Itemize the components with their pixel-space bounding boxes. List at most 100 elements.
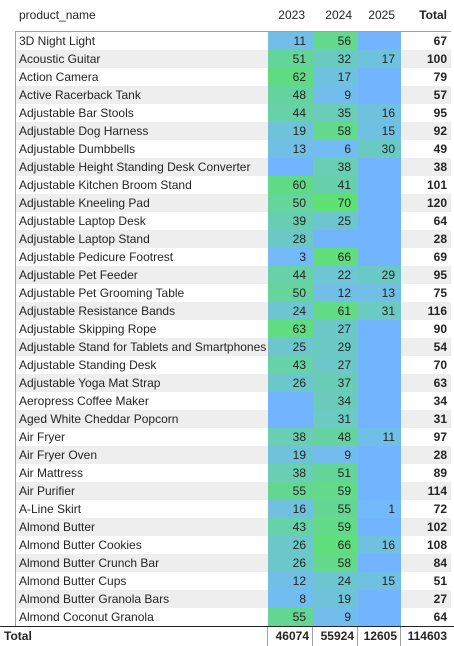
table-row[interactable]: Almond Butter Cookies 26 66 16 108 — [15, 536, 451, 554]
value-2024-cell: 35 — [313, 104, 358, 122]
table-row[interactable]: Almond Butter Crunch Bar 26 58 84 — [15, 554, 451, 572]
table-row[interactable]: Air Fryer Oven 19 9 28 — [15, 446, 451, 464]
value-2025-cell — [358, 194, 401, 212]
table-row[interactable]: Adjustable Pet Grooming Table 50 12 13 75 — [15, 284, 451, 302]
product-name-cell: A-Line Skirt — [19, 502, 82, 516]
table-row[interactable]: Adjustable Kneeling Pad 50 70 120 — [15, 194, 451, 212]
value-2023-cell — [268, 158, 313, 176]
table-row[interactable]: Adjustable Dumbbells 13 6 30 49 — [15, 140, 451, 158]
row-total-cell: 67 — [401, 32, 451, 50]
value-2023-cell: 55 — [268, 482, 313, 500]
table-row[interactable]: Adjustable Laptop Stand 28 28 — [15, 230, 451, 248]
table-row[interactable]: Almond Butter 43 59 102 — [15, 518, 451, 536]
table-row[interactable]: Adjustable Skipping Rope 63 27 90 — [15, 320, 451, 338]
row-total-cell: 84 — [401, 554, 451, 572]
value-2023-cell: 26 — [268, 536, 313, 554]
table-row[interactable]: Active Racerback Tank 48 9 57 — [15, 86, 451, 104]
table-row[interactable]: Air Purifier 55 59 114 — [15, 482, 451, 500]
table-row[interactable]: Almond Butter Granola Bars 8 19 27 — [15, 590, 451, 608]
product-name-cell: Air Purifier — [19, 484, 76, 498]
table-row[interactable]: Aeropress Coffee Maker 34 34 — [15, 392, 451, 410]
column-header-total[interactable]: Total — [419, 8, 447, 22]
value-2025-cell — [358, 32, 401, 50]
row-total-cell: 120 — [401, 194, 451, 212]
product-name-cell: Almond Butter Cups — [19, 574, 127, 588]
value-2023-cell: 12 — [268, 572, 313, 590]
table-row[interactable]: Almond Coconut Granola 55 9 64 — [15, 608, 451, 626]
row-total-cell: 75 — [401, 284, 451, 302]
row-total-cell: 54 — [401, 338, 451, 356]
column-header-2025[interactable]: 2025 — [368, 8, 395, 22]
value-2023-cell: 50 — [268, 194, 313, 212]
value-2025-cell — [358, 554, 401, 572]
table-row[interactable]: Air Fryer 38 48 11 97 — [15, 428, 451, 446]
product-name-cell: Aeropress Coffee Maker — [19, 394, 149, 408]
value-2024-cell: 9 — [313, 446, 358, 464]
column-header-product-name[interactable]: product_name — [19, 8, 96, 22]
table-row[interactable]: Action Camera 62 17 79 — [15, 68, 451, 86]
row-total-cell: 38 — [401, 158, 451, 176]
product-name-cell: Air Fryer Oven — [19, 448, 98, 462]
row-total-cell: 72 — [401, 500, 451, 518]
row-total-cell: 64 — [401, 212, 451, 230]
table-row[interactable]: Aged White Cheddar Popcorn 31 31 — [15, 410, 451, 428]
row-total-cell: 95 — [401, 266, 451, 284]
table-row[interactable]: Adjustable Pedicure Footrest 3 66 69 — [15, 248, 451, 266]
value-2024-cell: 66 — [313, 536, 358, 554]
value-2023-cell: 44 — [268, 266, 313, 284]
table-row[interactable]: Adjustable Standing Desk 43 27 70 — [15, 356, 451, 374]
value-2024-cell: 70 — [313, 194, 358, 212]
column-header-2023[interactable]: 2023 — [278, 8, 305, 22]
table-row[interactable]: Adjustable Stand for Tablets and Smartph… — [15, 338, 451, 356]
product-name-cell: Adjustable Standing Desk — [19, 358, 157, 372]
row-total-cell: 70 — [401, 356, 451, 374]
total-2024: 55924 — [320, 629, 354, 643]
value-2024-cell: 29 — [313, 338, 358, 356]
product-name-cell: Adjustable Skipping Rope — [19, 322, 157, 336]
column-header-2024[interactable]: 2024 — [325, 8, 352, 22]
product-name-cell: Adjustable Resistance Bands — [19, 304, 176, 318]
row-total-cell: 90 — [401, 320, 451, 338]
product-name-cell: Adjustable Yoga Mat Strap — [19, 376, 161, 390]
table-row[interactable]: Adjustable Dog Harness 19 58 15 92 — [15, 122, 451, 140]
value-2023-cell: 26 — [268, 374, 313, 392]
value-2023-cell: 43 — [268, 356, 313, 374]
table-border-top — [15, 31, 451, 32]
table-row[interactable]: Adjustable Resistance Bands 24 61 31 116 — [15, 302, 451, 320]
table-row[interactable]: Adjustable Yoga Mat Strap 26 37 63 — [15, 374, 451, 392]
value-2023-cell: 62 — [268, 68, 313, 86]
table-row[interactable]: Adjustable Height Standing Desk Converte… — [15, 158, 451, 176]
table-row[interactable]: 3D Night Light 11 56 67 — [15, 32, 451, 50]
value-2023-cell: 19 — [268, 122, 313, 140]
row-total-cell: 34 — [401, 392, 451, 410]
value-2025-cell: 13 — [358, 284, 401, 302]
value-2024-cell: 12 — [313, 284, 358, 302]
value-2025-cell — [358, 158, 401, 176]
value-2025-cell — [358, 410, 401, 428]
table-row[interactable]: Adjustable Bar Stools 44 35 16 95 — [15, 104, 451, 122]
value-2023-cell: 25 — [268, 338, 313, 356]
value-2024-cell: 17 — [313, 68, 358, 86]
table-row[interactable]: Acoustic Guitar 51 32 17 100 — [15, 50, 451, 68]
value-2025-cell: 15 — [358, 572, 401, 590]
table-row[interactable]: Air Mattress 38 51 89 — [15, 464, 451, 482]
row-total-cell: 100 — [401, 50, 451, 68]
value-2024-cell: 59 — [313, 518, 358, 536]
value-2023-cell: 38 — [268, 464, 313, 482]
table-row[interactable]: Almond Butter Cups 12 24 15 51 — [15, 572, 451, 590]
value-2023-cell: 44 — [268, 104, 313, 122]
table-row[interactable]: A-Line Skirt 16 55 1 72 — [15, 500, 451, 518]
product-name-cell: Almond Butter — [19, 520, 96, 534]
table-row[interactable]: Adjustable Pet Feeder 44 22 29 95 — [15, 266, 451, 284]
value-2024-cell: 38 — [313, 158, 358, 176]
value-2024-cell: 6 — [313, 140, 358, 158]
table-border-left — [15, 31, 16, 626]
value-2024-cell — [313, 230, 358, 248]
table-row[interactable]: Adjustable Laptop Desk 39 25 64 — [15, 212, 451, 230]
column-divider — [357, 627, 358, 646]
product-name-cell: Acoustic Guitar — [19, 52, 101, 66]
value-2025-cell: 11 — [358, 428, 401, 446]
value-2025-cell — [358, 374, 401, 392]
table-row[interactable]: Adjustable Kitchen Broom Stand 60 41 101 — [15, 176, 451, 194]
value-2023-cell: 51 — [268, 50, 313, 68]
